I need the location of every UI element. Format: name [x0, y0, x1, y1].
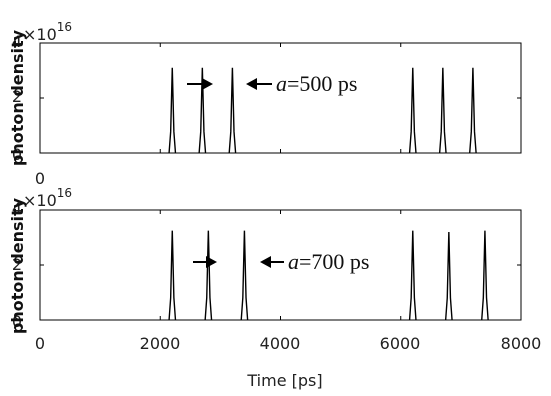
top-pulse-2 — [198, 67, 207, 154]
top-ylabel: photon density — [8, 29, 27, 166]
bottom-pulse-series — [168, 230, 489, 321]
bottom-xtick-4000: 4000 — [260, 334, 301, 353]
bottom-ticks — [39, 209, 522, 321]
top-pulse-4 — [408, 67, 417, 154]
bottom-pulse-2 — [204, 230, 213, 321]
bottom-pulse-5 — [444, 231, 453, 321]
bottom-arrowhead-right — [206, 256, 217, 268]
bottom-ytick-0: 0 — [12, 312, 22, 331]
top-pulse-6 — [469, 67, 477, 154]
top-annotation: a=500 ps — [276, 71, 357, 96]
bottom-plot-frame — [39, 209, 522, 321]
top-ytick-2: 2 — [12, 87, 22, 106]
bottom-pulse-3 — [240, 230, 249, 321]
bottom-pulse-4 — [408, 230, 417, 321]
top-panel: 4 2 0 0 ×1016 photon density a=500 ps — [8, 20, 522, 188]
bottom-pulse-6 — [481, 230, 489, 321]
top-ticks — [39, 42, 522, 154]
bottom-pulse-1 — [168, 230, 177, 321]
bottom-xtick-8000: 8000 — [501, 334, 542, 353]
top-y-multiplier: ×1016 — [23, 20, 72, 44]
bottom-arrowhead-left — [260, 256, 271, 268]
top-arrowhead-right — [202, 78, 213, 90]
bottom-xtick-2000: 2000 — [140, 334, 181, 353]
top-xtick-0: 0 — [35, 169, 45, 188]
bottom-annotation: a=700 ps — [288, 249, 369, 274]
top-pulse-1 — [168, 67, 177, 154]
bottom-ytick-2: 2 — [12, 255, 22, 274]
bottom-panel: 4 2 0 0 2000 4000 6000 8000 ×1016 photon… — [8, 186, 541, 390]
bottom-xtick-6000: 6000 — [380, 334, 421, 353]
top-arrowhead-left — [246, 78, 257, 90]
bottom-ylabel: photon density — [8, 197, 27, 334]
top-pulse-5 — [438, 67, 447, 154]
top-ytick-4: 4 — [12, 32, 22, 51]
bottom-ytick-4: 4 — [12, 199, 22, 218]
bottom-y-multiplier: ×1016 — [23, 186, 72, 210]
top-ytick-0: 0 — [12, 145, 22, 164]
x-axis-title: Time [ps] — [246, 371, 322, 390]
top-pulse-series — [168, 67, 477, 154]
top-pulse-3 — [228, 67, 237, 154]
bottom-xtick-0: 0 — [35, 334, 45, 353]
top-plot-frame — [39, 42, 522, 154]
